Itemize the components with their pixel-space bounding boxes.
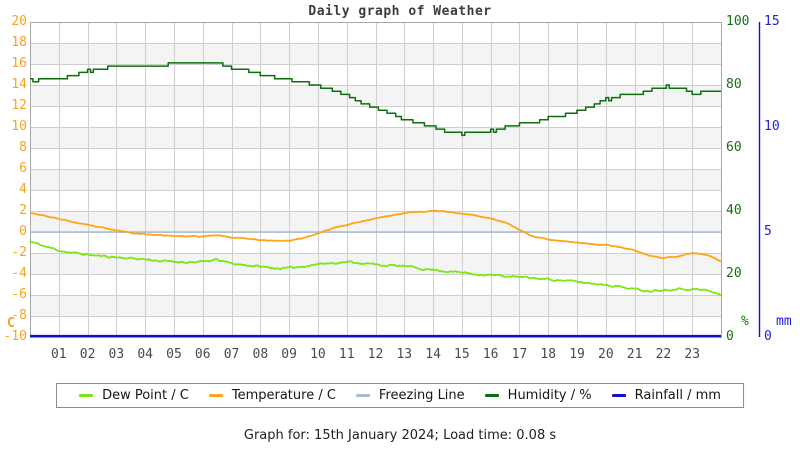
hour-tick-label: 07	[223, 347, 240, 362]
legend-item-rainfall: Rainfall / mm	[611, 388, 721, 403]
rainfall-tick-label: 0	[764, 329, 772, 344]
hour-tick-label: 13	[396, 347, 413, 362]
temperature-tick-label: -10	[3, 329, 27, 344]
humidity-tick-label: 20	[726, 266, 742, 281]
hour-tick-label: 20	[598, 347, 614, 362]
hour-tick-label: 02	[79, 347, 96, 362]
rainfall-tick-label: 15	[764, 14, 780, 29]
hour-tick-label: 18	[540, 347, 557, 362]
legend-label-rainfall: Rainfall / mm	[634, 388, 721, 403]
graph-caption: Graph for: 15th January 2024; Load time:…	[243, 428, 557, 443]
temperature-tick-label: 16	[11, 56, 27, 71]
temperature-series-line	[29, 209, 722, 262]
rainfall-tick-label: 10	[764, 119, 780, 134]
hour-tick-label: 08	[252, 347, 269, 362]
temperature-tick-label: 8	[19, 140, 27, 155]
temperature-tick-label: 12	[11, 98, 27, 113]
humidity-axis-unit: %	[741, 314, 749, 329]
humidity-tick-label: 100	[726, 14, 750, 29]
temperature-tick-label: -2	[11, 245, 27, 260]
hour-tick-label: 23	[684, 347, 701, 362]
hour-tick-label: 06	[194, 347, 211, 362]
temperature-tick-label: 20	[11, 14, 27, 29]
temperature-tick-label: -6	[11, 287, 27, 302]
humidity-tick-label: 60	[726, 140, 742, 155]
legend-item-dew-point: Dew Point / C	[79, 388, 189, 403]
legend-item-freezing-line: Freezing Line	[355, 388, 465, 403]
hour-tick-label: 22	[655, 347, 672, 362]
legend-item-humidity: Humidity / %	[484, 388, 592, 403]
dew-point-line-swatch	[79, 394, 94, 397]
temperature-tick-label: -4	[11, 266, 27, 281]
temperature-tick-label: 14	[11, 77, 27, 92]
legend-label-temperature: Temperature / C	[231, 388, 336, 403]
hour-tick-label: 15	[454, 347, 470, 362]
legend-label-freezing-line: Freezing Line	[378, 388, 465, 403]
humidity-tick-label: 0	[726, 329, 734, 344]
hour-tick-label: 17	[511, 347, 528, 362]
temperature-line-swatch	[208, 394, 223, 397]
humidity-tick-label: 80	[726, 77, 742, 92]
temperature-tick-label: 10	[11, 119, 27, 134]
dew-point-series-line	[29, 240, 722, 297]
hour-tick-label: 12	[367, 347, 384, 362]
hour-tick-label: 11	[338, 347, 355, 362]
temperature-tick-label: 6	[19, 161, 27, 176]
hour-tick-label: 04	[137, 347, 153, 362]
rainfall-axis-unit: mm	[776, 314, 792, 329]
temperature-tick-label: 0	[19, 224, 27, 239]
hour-tick-label: 16	[482, 347, 499, 362]
temperature-tick-label: -8	[11, 308, 27, 323]
temperature-axis-unit: C	[7, 316, 15, 331]
plot-frame	[30, 22, 722, 338]
rainfall-line-swatch	[611, 394, 626, 397]
hour-tick-label: 05	[166, 347, 182, 362]
legend-label-dew-point: Dew Point / C	[102, 388, 189, 403]
hour-tick-label: 01	[50, 347, 67, 362]
humidity-line-swatch	[484, 394, 499, 397]
hour-tick-label: 14	[425, 347, 441, 362]
temperature-tick-label: 18	[11, 35, 27, 50]
humidity-series-line	[30, 62, 721, 137]
hour-tick-label: 10	[310, 347, 326, 362]
freezing-line-swatch	[355, 394, 370, 397]
legend: Dew Point / C Temperature / C Freezing L…	[56, 383, 744, 408]
hour-tick-label: 03	[108, 347, 125, 362]
hour-tick-label: 09	[281, 347, 297, 362]
legend-label-humidity: Humidity / %	[507, 388, 592, 403]
temperature-tick-label: 4	[19, 182, 27, 197]
rainfall-tick-label: 5	[764, 224, 772, 239]
chart-title: Daily graph of Weather	[308, 4, 492, 19]
hour-tick-label: 19	[569, 347, 585, 362]
hour-tick-label: 21	[626, 347, 643, 362]
legend-item-temperature: Temperature / C	[208, 388, 336, 403]
temperature-tick-label: 2	[19, 203, 27, 218]
humidity-tick-label: 40	[726, 203, 742, 218]
